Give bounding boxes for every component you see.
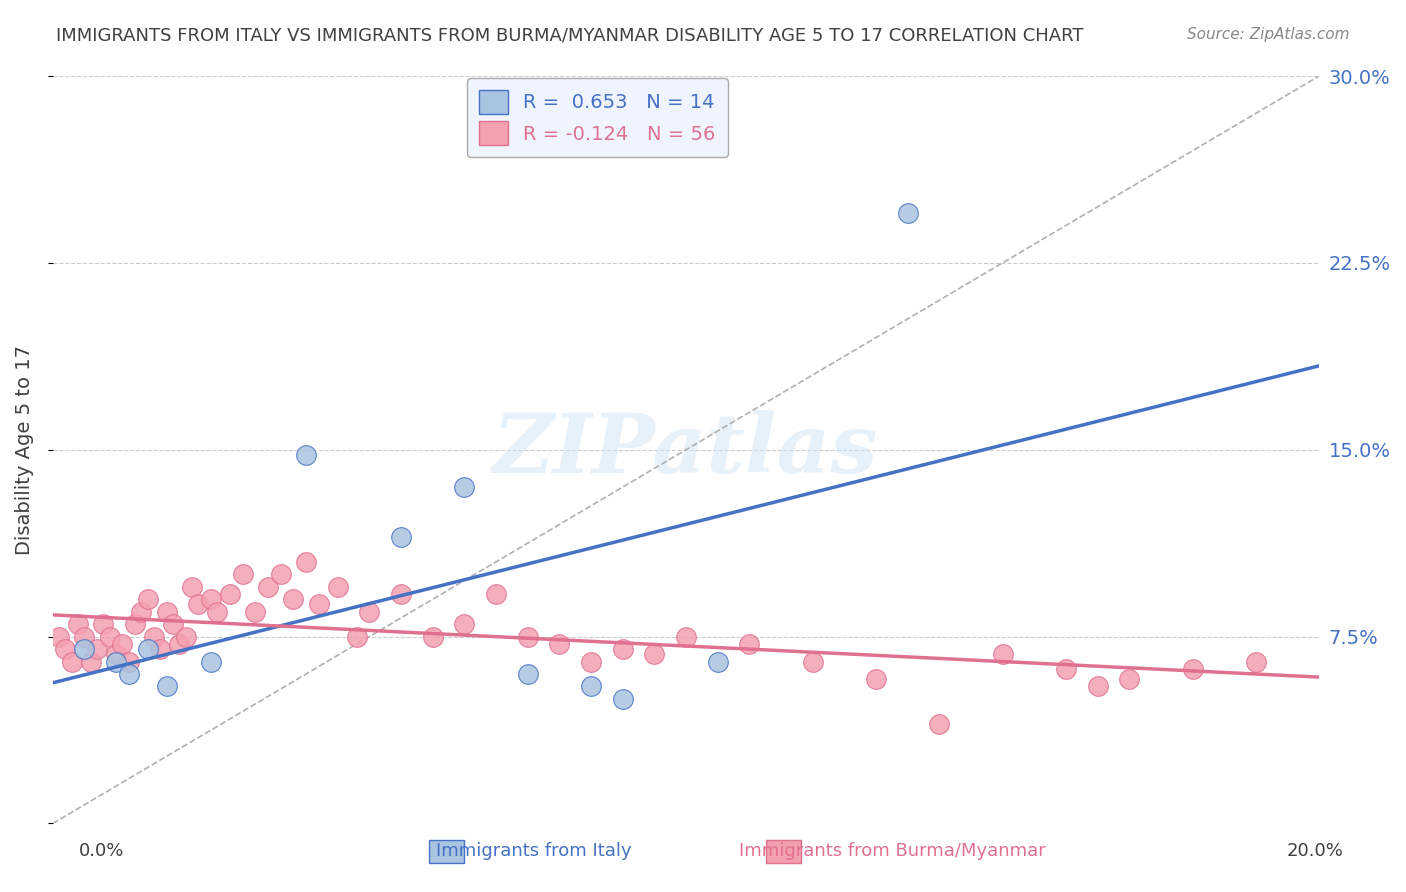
Point [706,655,728,669]
Point [295,555,318,569]
Point [219,587,242,601]
Point [162,617,184,632]
Text: 0.0%: 0.0% [79,842,124,860]
Point [865,672,887,686]
Point [169,637,191,651]
Point [149,642,172,657]
Point [1181,662,1204,676]
Point [207,605,229,619]
Point [991,647,1014,661]
Point [245,605,267,619]
Point [187,597,209,611]
Point [232,567,254,582]
Point [928,716,950,731]
Text: IMMIGRANTS FROM ITALY VS IMMIGRANTS FROM BURMA/MYANMAR DISABILITY AGE 5 TO 17 CO: IMMIGRANTS FROM ITALY VS IMMIGRANTS FROM… [56,27,1084,45]
Point [485,587,508,601]
Text: 20.0%: 20.0% [1286,842,1343,860]
Point [131,605,153,619]
Point [308,597,330,611]
Point [548,637,571,651]
Point [579,655,602,669]
Point [118,655,141,669]
Point [156,680,179,694]
Point [346,630,368,644]
Point [200,655,222,669]
Point [801,655,824,669]
Point [389,530,412,544]
Point [124,617,146,632]
Point [516,630,538,644]
Point [156,605,179,619]
Point [516,667,538,681]
Point [80,655,103,669]
Point [105,655,128,669]
Point [181,580,204,594]
Text: Immigrants from Burma/Myanmar: Immigrants from Burma/Myanmar [740,842,1046,860]
Point [453,617,475,632]
Point [105,647,128,661]
Text: Source: ZipAtlas.com: Source: ZipAtlas.com [1187,27,1350,42]
Y-axis label: Disability Age 5 to 17: Disability Age 5 to 17 [15,344,34,555]
Point [283,592,305,607]
Point [453,480,475,494]
Point [174,630,197,644]
Point [1054,662,1077,676]
Point [67,617,90,632]
Point [612,642,634,657]
Point [136,642,159,657]
Legend: R =  0.653   N = 14, R = -0.124   N = 56: R = 0.653 N = 14, R = -0.124 N = 56 [467,78,727,157]
Point [98,630,121,644]
Point [48,630,70,644]
Point [118,667,141,681]
Point [389,587,412,601]
Text: ZIPatlas: ZIPatlas [494,409,879,490]
Point [612,692,634,706]
Point [579,680,602,694]
Point [136,592,159,607]
Point [1118,672,1140,686]
Point [295,448,318,462]
Point [200,592,222,607]
Text: Immigrants from Italy: Immigrants from Italy [436,842,633,860]
Point [675,630,697,644]
Point [143,630,166,644]
Point [738,637,761,651]
Point [643,647,665,661]
Point [326,580,349,594]
Point [257,580,280,594]
Point [896,206,918,220]
Point [73,630,96,644]
Point [111,637,134,651]
Point [55,642,77,657]
Point [422,630,444,644]
Point [1244,655,1267,669]
Point [73,642,96,657]
Bar [429,840,464,863]
Point [93,617,115,632]
Point [86,642,108,657]
Bar [766,840,801,863]
Point [359,605,381,619]
Point [270,567,292,582]
Point [60,655,83,669]
Point [1087,680,1109,694]
